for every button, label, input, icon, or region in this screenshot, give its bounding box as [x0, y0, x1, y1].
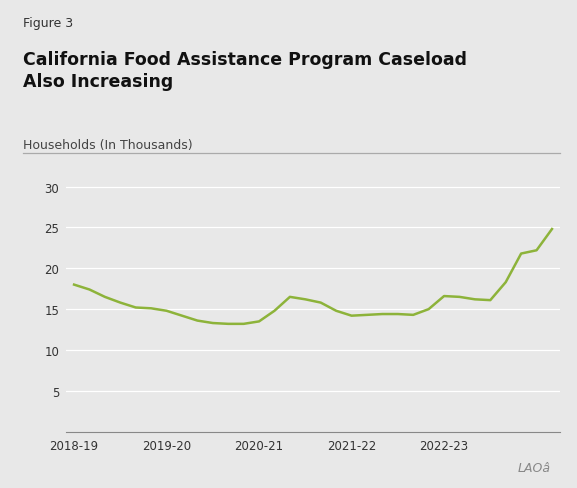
- Text: Figure 3: Figure 3: [23, 17, 73, 30]
- Text: LAOâ: LAOâ: [518, 461, 551, 474]
- Text: California Food Assistance Program Caseload
Also Increasing: California Food Assistance Program Casel…: [23, 51, 467, 91]
- Text: Households (In Thousands): Households (In Thousands): [23, 139, 193, 152]
